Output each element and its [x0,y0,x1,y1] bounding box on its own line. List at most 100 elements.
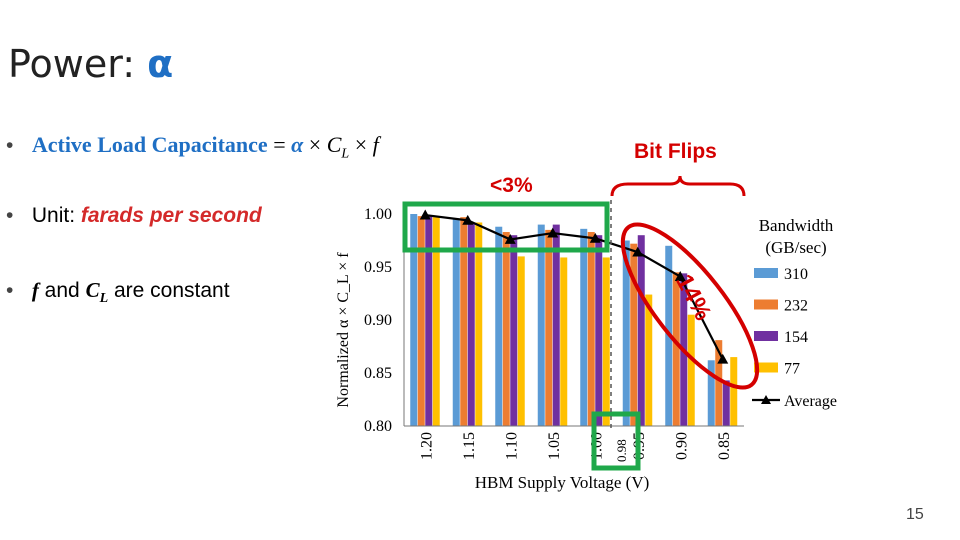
x-tick-label: 1.15 [461,432,478,460]
bars-layer [410,214,738,426]
bullet-constants: • f and CL are constant [6,278,230,307]
legend-title-unit: (GB/sec) [765,238,826,257]
bar-232-1.05 [545,229,553,426]
bar-77-1.00 [602,257,610,426]
x-tick-label: 0.85 [716,432,733,460]
bar-310-0.95 [622,240,630,426]
bar-154-1.15 [467,223,475,426]
red-brace [610,175,746,197]
legend-title: Bandwidth [759,216,834,235]
legend-swatch-310 [754,268,778,278]
legend-swatch-77 [754,362,778,373]
const-sub-l: L [99,291,109,307]
bar-77-1.15 [475,222,483,426]
bullet-dot: • [6,279,14,302]
average-marker-1.00 [589,232,601,243]
formula: Active Load Capacitance = α × CL × f [31,132,379,161]
bar-232-1.10 [502,232,510,426]
formula-times: × [308,132,322,157]
bullet-unit: • Unit: farads per second [6,204,262,228]
average-marker-1.05 [547,227,559,238]
y-tick-label: 0.85 [364,365,392,382]
const-cl: CL [85,278,109,306]
formula-c: C [326,132,342,157]
bar-154-1.10 [510,235,518,426]
bar-154-0.85 [722,380,730,426]
bar-77-0.95 [645,294,653,426]
green-box-top [402,201,610,253]
legend-label-232: 232 [784,298,808,315]
bar-310-1.20 [410,214,418,426]
voltage-098-label: 0.98 [614,439,629,462]
unit-emphasis: farads per second [80,204,262,227]
bar-310-1.05 [537,224,545,426]
bullet-dot: • [6,134,14,157]
page-number: 15 [906,506,924,523]
average-marker-0.90 [674,271,686,281]
legend-label-77: 77 [784,361,800,378]
annotation-overlay: 0.98 [402,175,760,471]
const-and: and [38,279,86,302]
bar-310-1.00 [580,228,588,426]
legend-label-154: 154 [784,329,808,346]
bullet-dot: • [6,204,14,227]
average-line-layer [419,209,729,364]
formula-cl: CL [326,132,349,161]
y-tick-label: 0.90 [364,312,392,329]
formula-f: f [372,132,379,157]
axes-layer: 0.80 0.85 0.90 0.95 1.00 1.20 1.15 1.10 1.05 1.00… [335,206,744,492]
x-tick-label: 1.05 [546,432,563,460]
bar-77-1.20 [432,217,440,426]
bar-232-1.00 [587,232,595,426]
bar-232-1.20 [417,216,425,426]
average-marker-0.95 [632,246,644,257]
legend-swatch-154 [754,331,778,341]
legend-label-310: 310 [784,266,808,283]
legend: Bandwidth (GB/sec) 310 232 154 77 Average [752,216,837,410]
bar-154-1.00 [595,235,603,426]
bar-154-0.95 [637,235,645,426]
bar-232-0.90 [672,272,680,426]
x-tick-label: 1.10 [503,432,520,460]
bit-flips-label: Bit Flips [634,140,717,163]
average-marker-1.20 [419,209,431,220]
x-tick-label: 1.20 [418,432,435,460]
x-axis-title: HBM Supply Voltage (V) [475,473,650,492]
slide-title: Power: α [8,42,173,86]
const-c: C [85,278,100,302]
formula-sub-l: L [341,146,350,162]
y-axis-title: Normalized α × C_L × f [335,252,352,408]
bar-77-1.05 [560,257,568,426]
title-alpha-symbol: α [147,42,174,86]
const-suffix: are constant [113,279,230,302]
y-tick-label: 1.00 [364,206,392,223]
average-marker-1.10 [504,233,516,244]
average-marker-0.85 [717,353,729,364]
bar-154-1.20 [425,215,433,426]
formula-label: Active Load Capacitance [31,132,268,157]
bar-77-1.10 [517,256,525,426]
average-marker-1.15 [462,214,474,225]
const-f: f [31,278,39,302]
bar-232-1.15 [460,217,468,426]
bar-154-1.05 [552,224,560,426]
legend-label-average: Average [784,393,837,410]
x-tick-label: 1.00 [588,432,605,460]
y-tick-label: 0.95 [364,259,392,276]
y-tick-label: 0.80 [364,418,392,435]
bar-232-0.95 [630,243,638,426]
legend-swatch-232 [754,299,778,310]
average-line [425,213,724,360]
legend-marker-average [761,395,771,404]
bar-77-0.90 [687,314,695,426]
formula-alpha: α [291,132,304,157]
unit-prefix: Unit: [31,204,81,227]
bar-310-1.10 [495,226,503,426]
formula-times-2: × [354,132,368,157]
bullet-active-load-capacitance: • Active Load Capacitance = α × CL × f [6,132,379,162]
less-than-3-label: <3% [490,174,533,197]
green-box-bottom [591,411,641,471]
bar-77-0.85 [730,357,738,426]
formula-equals: = [273,132,286,157]
